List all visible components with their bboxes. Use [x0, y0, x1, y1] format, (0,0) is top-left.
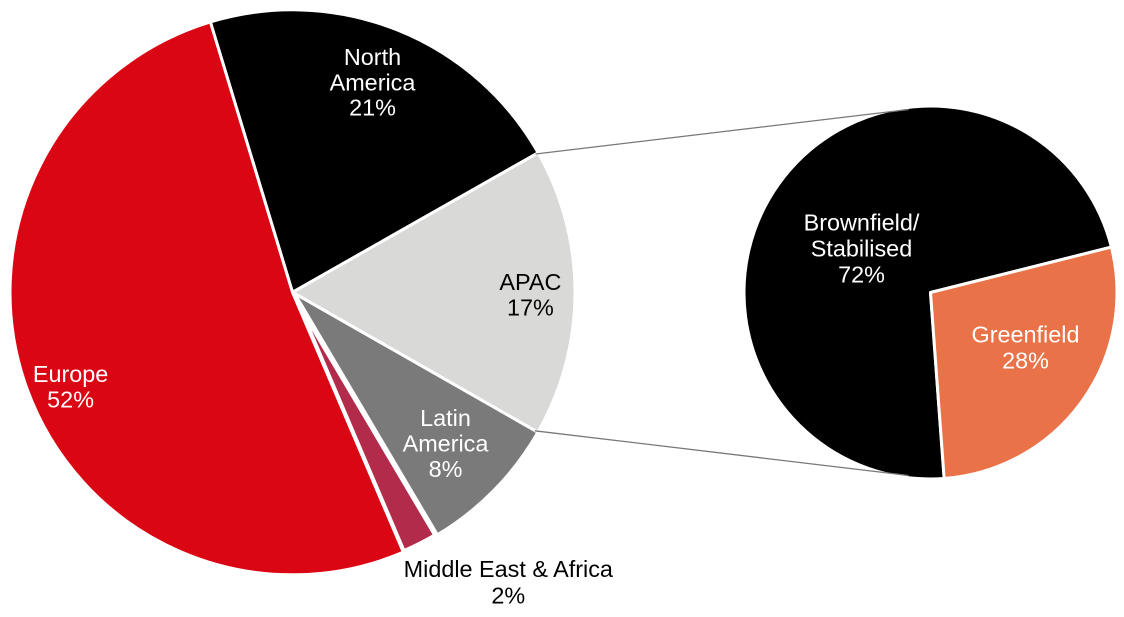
svg-text:Europe52%: Europe 52% — [33, 361, 108, 413]
svg-text:Greenfield28%: Greenfield 28% — [972, 321, 1080, 373]
svg-text:NorthAmerica21%: North America 21% — [330, 44, 417, 121]
svg-text:Brownfield/Stabilised72%: Brownfield/Stabilised 72% — [804, 210, 920, 288]
svg-text:LatinAmerica8%: Latin America 8% — [403, 405, 490, 482]
svg-text:APAC17%: APAC 17% — [499, 269, 561, 320]
svg-text:Middle East & Africa2%: Middle East & Africa 2% — [404, 556, 614, 608]
